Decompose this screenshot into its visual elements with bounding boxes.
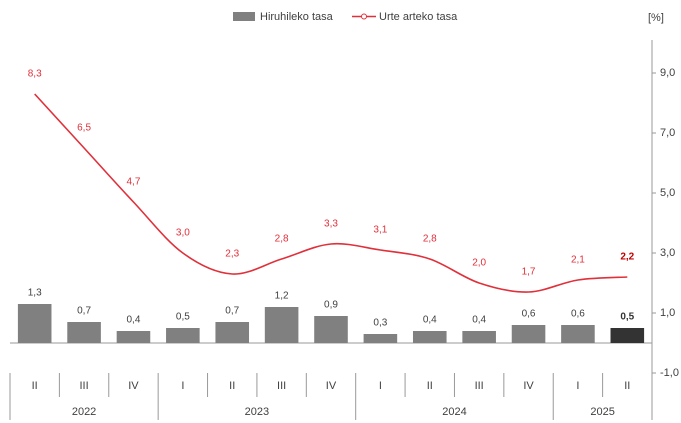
bar xyxy=(67,322,101,343)
x-tick-label: II xyxy=(624,380,630,392)
bar xyxy=(215,322,250,343)
line xyxy=(34,93,628,293)
y-tick-label: 7,0 xyxy=(660,127,675,139)
x-tick-label: I xyxy=(379,380,382,392)
y-tick-label: 9,0 xyxy=(660,67,675,79)
y-tick-label: 5,0 xyxy=(660,187,675,199)
legend-label: Hiruhileko tasa xyxy=(260,11,334,23)
bar xyxy=(363,334,398,343)
bar xyxy=(264,307,299,343)
line-label: 3,1 xyxy=(373,225,387,236)
line-label: 2,8 xyxy=(423,234,437,245)
bar-label: 0,5 xyxy=(620,312,634,323)
x-tick-label: II xyxy=(427,380,433,392)
x-tick-label: I xyxy=(181,380,184,392)
group-label: 2025 xyxy=(590,406,614,418)
legend-label: Urte arteko tasa xyxy=(379,11,458,23)
bar-label: 0,3 xyxy=(373,318,387,329)
bar xyxy=(17,304,52,343)
line-label: 6,5 xyxy=(77,123,91,134)
bar xyxy=(314,316,348,343)
bar-label: 0,4 xyxy=(127,315,141,326)
x-tick-label: IV xyxy=(128,380,139,392)
x-tick-label: II xyxy=(229,380,235,392)
x-tick-label: IV xyxy=(326,380,337,392)
line-label: 2,3 xyxy=(225,249,239,260)
group-label: 2022 xyxy=(72,406,96,418)
line-label: 2,0 xyxy=(472,258,486,269)
group-label: 2023 xyxy=(245,406,269,418)
bar xyxy=(166,328,200,343)
x-tick-label: III xyxy=(277,380,286,392)
bar xyxy=(610,328,645,343)
bar xyxy=(116,331,151,343)
y-tick-label: -1,0 xyxy=(660,367,679,379)
bar-label: 1,2 xyxy=(275,291,289,302)
group-label: 2024 xyxy=(442,406,466,418)
line-label: 1,7 xyxy=(522,267,536,278)
x-tick-label: II xyxy=(32,380,38,392)
bar-label: 0,6 xyxy=(571,309,585,320)
bar-label: 0,6 xyxy=(522,309,536,320)
line-label: 2,8 xyxy=(275,234,289,245)
x-tick-label: I xyxy=(576,380,579,392)
x-tick-label: III xyxy=(475,380,484,392)
line-label: 2,1 xyxy=(571,255,585,266)
legend-marker xyxy=(361,13,367,20)
bar-label: 1,3 xyxy=(28,288,42,299)
bar-label: 0,7 xyxy=(225,306,239,317)
line-label: 2,2 xyxy=(620,252,634,263)
bar xyxy=(511,325,546,343)
bar xyxy=(561,325,595,343)
line-label: 3,3 xyxy=(324,219,338,230)
bar-label: 0,5 xyxy=(176,312,190,323)
x-tick-label: III xyxy=(79,380,88,392)
x-tick-label: IV xyxy=(523,380,534,392)
y-unit: [%] xyxy=(648,12,664,24)
y-tick-label: 1,0 xyxy=(660,307,675,319)
y-tick-label: 3,0 xyxy=(660,247,675,259)
bar-label: 0,9 xyxy=(324,300,338,311)
bar xyxy=(412,331,447,343)
line-label: 4,7 xyxy=(127,177,141,188)
bar-label: 0,7 xyxy=(77,306,91,317)
bar xyxy=(462,331,496,343)
bar-label: 0,4 xyxy=(423,315,437,326)
line-label: 8,3 xyxy=(28,69,42,80)
bar-label: 0,4 xyxy=(472,315,486,326)
line-label: 3,0 xyxy=(176,228,190,239)
legend-swatch xyxy=(233,12,255,21)
